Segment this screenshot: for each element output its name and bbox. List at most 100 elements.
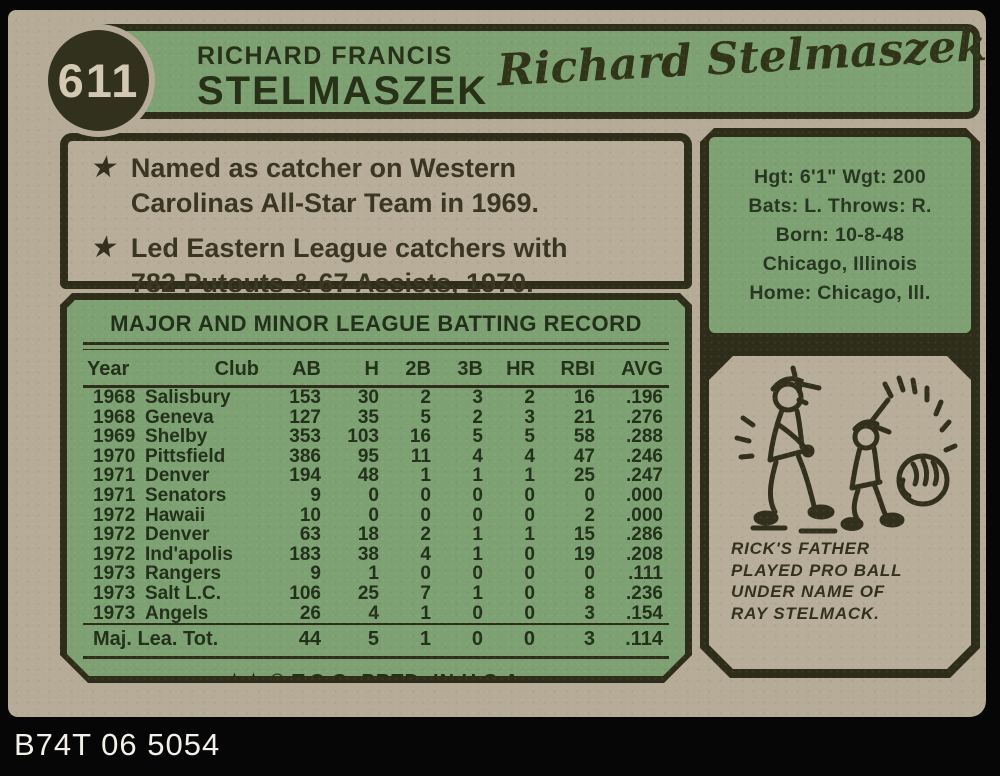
club-cell: Shelby [145,426,208,448]
stat-cell: 47 [573,445,595,467]
year-cell: 1971 [93,465,136,487]
card-number: 611 [57,54,140,107]
stat-cell: .111 [628,563,663,585]
column-header: 3B [437,350,489,387]
totals-cell: 0 [489,624,541,657]
stat-cell: 1 [524,524,535,546]
stat-cell: 2 [524,387,535,408]
year-cell: 1970 [93,445,136,467]
highlights-panel: ★ Named as catcher on Western Carolinas … [60,133,692,298]
stat-cell: 4 [368,602,379,624]
stat-cell: 18 [357,524,379,546]
stat-cell: 16 [409,426,431,448]
stat-cell: 48 [357,465,379,487]
copyright-line: ★★ © T.C.G. PRTD. IN U.S.A. [225,670,527,693]
stat-cell: 1 [472,465,483,487]
player-signature: Richard Stelmaszek [495,19,988,97]
stat-cell: 0 [420,484,431,506]
stat-cell: 153 [289,387,321,408]
stat-cell: 0 [368,484,379,506]
club-cell: Salt L.C. [145,582,222,604]
stat-cell: 0 [584,563,595,585]
baseball-card-back: RICHARD FRANCIS STELMASZEK Richard Stelm… [8,10,988,717]
highlight-item: ★ Led Eastern League catchers with 782 P… [88,231,676,301]
year-cell: 1973 [93,602,136,624]
star-icon: ★ [88,151,122,184]
stat-cell: .246 [626,445,663,467]
stat-cell: 0 [420,563,431,585]
right-column-panel: Hgt: 6'1" Wgt: 200 Bats: L. Throws: R. Bor… [700,128,980,678]
cartoon-caption: RICK'S FATHER PLAYED PRO BALL UNDER NAME O… [731,538,902,624]
cartoon-panel: RICK'S FATHER PLAYED PRO BALL UNDER NAME O… [709,356,971,669]
club-cell: Senators [145,484,227,506]
stat-cell: .288 [626,426,663,448]
column-header: AB [265,350,327,387]
table-row: 1972 Ind'apolis 183 38 4 1 0 19 .208 [83,545,669,565]
stat-cell: 0 [524,602,535,624]
column-header: Year [83,350,141,387]
stat-cell: 8 [584,582,595,604]
totals-cell: 3 [541,624,601,657]
stat-cell: .247 [626,465,663,487]
stat-cell: 3 [524,406,535,428]
bio-line: Born: 10-8-48 [775,223,905,246]
stat-cell: 35 [357,406,379,428]
stat-cell: 30 [357,387,379,408]
stat-cell: 26 [299,602,321,624]
column-header: H [327,350,385,387]
player-first-names: RICHARD FRANCIS [197,42,453,70]
stat-cell: 3 [584,602,595,624]
stat-cell: 63 [299,524,321,546]
club-cell: Denver [145,524,210,546]
stat-cell: .208 [626,543,663,565]
stat-cell: .154 [626,602,663,624]
totals-cell: 44 [265,624,327,657]
bio-line: Home: Chicago, Ill. [749,281,931,304]
club-cell: Ind'apolis [145,543,233,565]
stat-cell: .000 [626,504,663,526]
stat-cell: 15 [573,524,595,546]
column-header: AVG [601,350,669,387]
player-name: RICHARD FRANCIS STELMASZEK [197,42,488,112]
club-cell: Angels [145,602,209,624]
club-cell: Hawaii [145,504,206,526]
bio-line: Bats: L. Throws: R. [748,194,932,217]
club-cell: Pittsfield [145,445,226,467]
highlight-text: Led Eastern League catchers with 782 Put… [130,233,568,298]
stat-cell: 0 [472,504,483,526]
table-row: 1973 Rangers 9 1 0 0 0 0 .111 [83,564,669,584]
stat-cell: 10 [299,504,321,526]
player-surname: STELMASZEK [197,69,489,113]
table-header-row: Year Club AB H 2B 3B HR RBI AVG [83,350,669,387]
stat-cell: 194 [289,465,321,487]
highlight-item: ★ Named as catcher on Western Carolinas … [88,151,676,221]
stat-cell: 0 [524,484,535,506]
bio-line: Chicago, Illinois [762,252,918,275]
stat-cell: 0 [524,543,535,565]
year-cell: 1968 [93,387,136,408]
stat-cell: 9 [310,484,321,506]
bio-line: Hgt: 6'1" Wgt: 200 [753,165,927,188]
stat-cell: 0 [524,582,535,604]
year-cell: 1968 [93,406,136,428]
year-cell: 1972 [93,524,136,546]
stat-cell: 0 [472,602,483,624]
column-header: HR [489,350,541,387]
cartoon-illustration [713,362,965,542]
totals-cell: 5 [327,624,385,657]
divider [83,342,669,350]
year-cell: 1973 [93,563,136,585]
caption-line: RICK'S FATHER [731,539,870,558]
stat-cell: 5 [472,426,483,448]
stat-cell: 103 [347,426,379,448]
stat-cell: 5 [524,426,535,448]
stat-cell: 9 [310,563,321,585]
year-cell: 1972 [93,543,136,565]
header-banner: RICHARD FRANCIS STELMASZEK Richard Stelm… [60,20,988,119]
table-row: 1969 Shelby 353 103 16 5 5 58 .288 [83,427,669,447]
stat-cell: 0 [472,563,483,585]
totals-cell: 1 [385,624,437,657]
stat-cell: 7 [420,582,431,604]
club-cell: Salisbury [145,387,231,408]
